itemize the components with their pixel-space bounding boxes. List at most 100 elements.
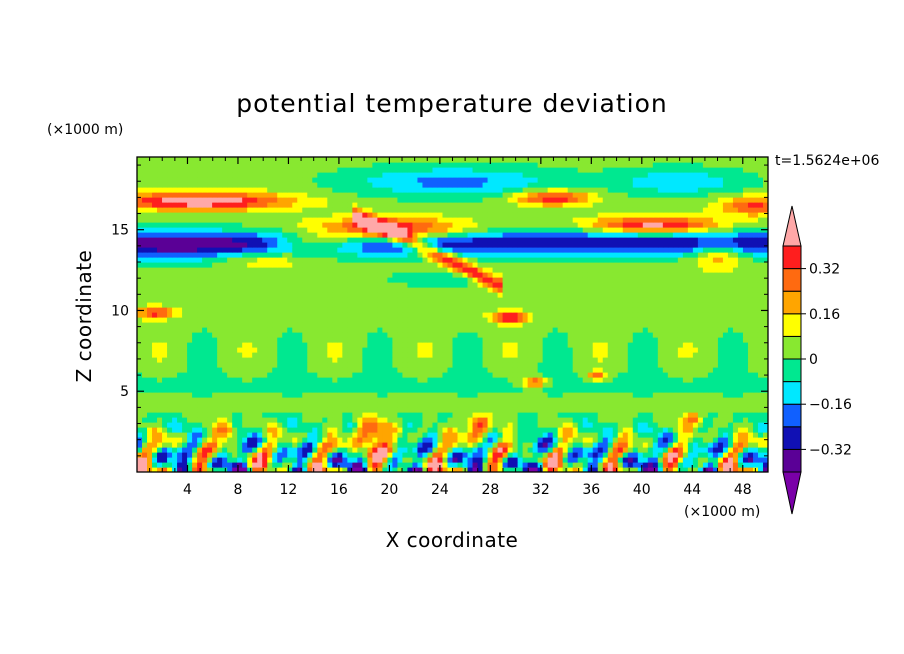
- field-cell: [597, 297, 604, 303]
- field-cell: [637, 437, 644, 443]
- field-cell: [137, 442, 143, 448]
- field-cell: [182, 362, 188, 368]
- field-cell: [202, 317, 208, 323]
- field-cell: [467, 422, 474, 428]
- field-cell: [642, 387, 649, 393]
- field-cell: [502, 412, 509, 418]
- field-cell: [222, 377, 228, 383]
- field-cell: [227, 437, 233, 443]
- field-cell: [692, 452, 699, 458]
- field-cell: [167, 447, 173, 453]
- field-cell: [522, 397, 529, 403]
- field-cell: [152, 312, 158, 318]
- field-cell: [567, 402, 574, 408]
- field-cell: [307, 412, 313, 418]
- field-cell: [547, 337, 554, 343]
- field-cell: [712, 282, 719, 288]
- field-cell: [157, 327, 163, 333]
- field-cell: [197, 367, 203, 373]
- field-cell: [417, 347, 424, 353]
- field-cell: [757, 402, 764, 408]
- field-cell: [677, 342, 684, 348]
- field-cell: [452, 457, 459, 463]
- field-cell: [557, 302, 564, 308]
- field-cell: [582, 347, 589, 353]
- field-cell: [732, 337, 739, 343]
- field-cell: [137, 357, 143, 363]
- field-cell: [612, 417, 619, 423]
- field-cell: [747, 352, 754, 358]
- field-cell: [252, 277, 258, 283]
- field-cell: [517, 432, 524, 438]
- field-cell: [257, 412, 263, 418]
- field-cell: [447, 297, 454, 303]
- field-cell: [662, 347, 669, 353]
- field-cell: [357, 467, 363, 472]
- field-cell: [642, 302, 649, 308]
- field-cell: [667, 302, 674, 308]
- field-cell: [472, 332, 479, 338]
- field-cell: [492, 272, 499, 278]
- field-cell: [687, 467, 694, 472]
- field-cell: [647, 362, 654, 368]
- field-cell: [557, 422, 564, 428]
- field-cell: [612, 352, 619, 358]
- field-cell: [632, 397, 639, 403]
- field-cell: [137, 337, 143, 343]
- field-cell: [712, 412, 719, 418]
- field-cell: [307, 292, 313, 298]
- field-cell: [542, 467, 549, 472]
- field-cell: [522, 387, 529, 393]
- field-cell: [192, 372, 198, 378]
- field-cell: [582, 432, 589, 438]
- field-cell: [427, 347, 434, 353]
- field-cell: [552, 322, 559, 328]
- field-cell: [417, 427, 424, 433]
- field-cell: [387, 462, 394, 468]
- field-cell: [147, 452, 153, 458]
- field-cell: [327, 427, 333, 433]
- field-cell: [627, 407, 634, 413]
- field-cell: [682, 402, 689, 408]
- field-cell: [267, 467, 273, 472]
- field-cell: [667, 422, 674, 428]
- field-cell: [492, 422, 499, 428]
- field-cell: [332, 287, 338, 293]
- field-cell: [357, 272, 363, 278]
- field-cell: [472, 452, 479, 458]
- field-cell: [622, 457, 629, 463]
- field-cell: [172, 407, 178, 413]
- field-cell: [287, 447, 293, 453]
- field-cell: [557, 397, 564, 403]
- field-cell: [542, 297, 549, 303]
- field-cell: [252, 462, 258, 468]
- field-cell: [672, 457, 679, 463]
- field-cell: [617, 362, 624, 368]
- field-cell: [497, 377, 504, 383]
- field-cell: [202, 297, 208, 303]
- field-cell: [602, 392, 609, 398]
- field-cell: [612, 322, 619, 328]
- field-cell: [342, 347, 348, 353]
- field-cell: [287, 422, 293, 428]
- field-cell: [197, 357, 203, 363]
- field-cell: [237, 317, 243, 323]
- field-cell: [527, 427, 534, 433]
- field-cell: [672, 387, 679, 393]
- field-cell: [537, 452, 544, 458]
- field-cell: [152, 467, 158, 472]
- field-cell: [572, 452, 579, 458]
- field-cell: [297, 312, 303, 318]
- field-cell: [147, 297, 153, 303]
- field-cell: [527, 467, 534, 472]
- field-cell: [167, 387, 173, 393]
- field-cell: [512, 287, 519, 293]
- field-cell: [552, 397, 559, 403]
- field-cell: [732, 302, 739, 308]
- field-cell: [227, 397, 233, 403]
- field-cell: [407, 357, 414, 363]
- field-cell: [732, 312, 739, 318]
- field-cell: [517, 327, 524, 333]
- field-cell: [527, 462, 534, 468]
- field-cell: [557, 417, 564, 423]
